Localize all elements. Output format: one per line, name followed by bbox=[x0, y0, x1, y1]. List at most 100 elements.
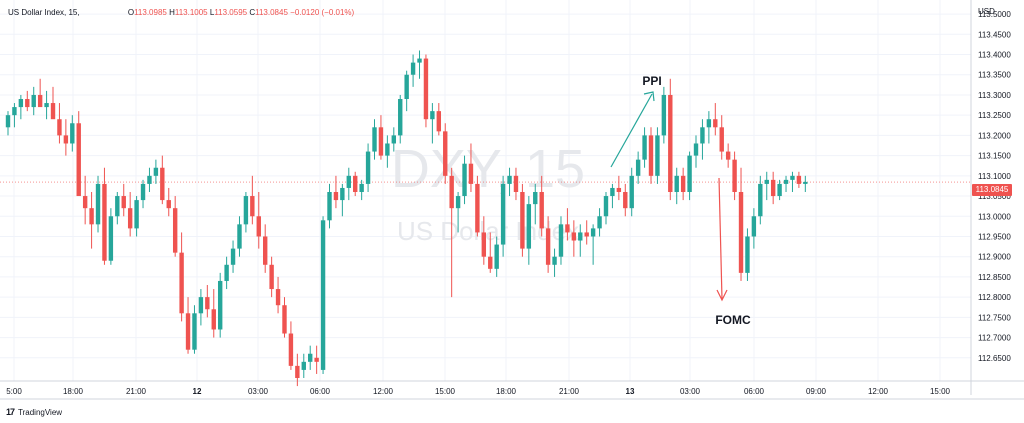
candle-body bbox=[211, 309, 216, 330]
price-axis-label: 112.7000 bbox=[978, 334, 1011, 343]
candle-body bbox=[121, 196, 126, 209]
candle-body bbox=[314, 357, 319, 362]
time-axis-label: 06:00 bbox=[744, 387, 765, 396]
candle-body bbox=[192, 313, 197, 350]
candle-body bbox=[217, 280, 223, 330]
time-axis-label: 03:00 bbox=[248, 387, 269, 396]
price-axis-label: 113.3500 bbox=[978, 71, 1011, 80]
candle-body bbox=[263, 236, 268, 265]
candle-body bbox=[764, 179, 769, 184]
time-axis-label: 21:00 bbox=[126, 387, 147, 396]
candle-body bbox=[603, 196, 609, 217]
price-axis-label: 113.0000 bbox=[978, 212, 1011, 221]
candle-body bbox=[44, 103, 49, 108]
candle-body bbox=[462, 163, 467, 197]
candle-body bbox=[713, 119, 718, 128]
candle-body bbox=[500, 183, 506, 245]
time-axis-label: 21:00 bbox=[559, 387, 580, 396]
brand-name: TradingView bbox=[18, 407, 63, 417]
candle-body bbox=[391, 135, 396, 144]
candle-body bbox=[558, 224, 564, 257]
candle-body bbox=[70, 123, 75, 144]
time-axis-label: 12:00 bbox=[868, 387, 889, 396]
time-axis-label: 12 bbox=[193, 387, 202, 396]
price-axis-label: 112.8000 bbox=[978, 293, 1011, 302]
time-axis-label: 18:00 bbox=[63, 387, 84, 396]
candle-body bbox=[237, 224, 242, 249]
price-axis-label: 112.6500 bbox=[978, 354, 1011, 363]
candle-body bbox=[584, 232, 589, 237]
candle-body bbox=[230, 248, 236, 265]
candle-body bbox=[89, 208, 94, 225]
candle-body bbox=[327, 192, 332, 221]
candle-body bbox=[758, 183, 763, 217]
candle-body bbox=[443, 131, 448, 176]
candle-body bbox=[655, 135, 660, 176]
tradingview-logo-icon: 17 bbox=[6, 407, 15, 417]
candle-body bbox=[172, 208, 178, 253]
open-value: 113.0985 bbox=[134, 8, 167, 17]
watermark-ticker: DXY, 15 bbox=[391, 139, 585, 199]
ohlc-readout: O113.0985 H113.1005 L113.0595 C113.0845 … bbox=[127, 8, 355, 17]
candle-body bbox=[693, 143, 699, 156]
close-value: 113.0845 bbox=[255, 8, 288, 17]
candle-body bbox=[796, 175, 802, 184]
candle-body bbox=[410, 62, 416, 75]
candle-body bbox=[687, 155, 692, 192]
candle-body bbox=[552, 256, 557, 265]
candle-body bbox=[12, 107, 17, 116]
candle-body bbox=[648, 135, 654, 176]
candle-body bbox=[372, 127, 377, 152]
fomc-annotation: FOMC bbox=[715, 313, 751, 327]
candle-body bbox=[365, 151, 371, 184]
candle-body bbox=[37, 94, 43, 108]
candle-body bbox=[160, 167, 165, 201]
candle-body bbox=[108, 216, 114, 261]
candle-body bbox=[308, 353, 313, 362]
candle-body bbox=[288, 333, 294, 366]
candle-body bbox=[526, 204, 532, 249]
candle-body bbox=[803, 181, 808, 184]
candle-body bbox=[50, 103, 56, 120]
price-axis-label: 112.9500 bbox=[978, 232, 1011, 241]
candle-body bbox=[719, 127, 724, 152]
candle-body bbox=[423, 58, 429, 120]
chart-legend: US Dollar Index, 15, O113.0985 H113.1005… bbox=[8, 8, 354, 17]
candle-body bbox=[706, 119, 712, 128]
candle-body bbox=[76, 123, 81, 197]
candle-body bbox=[578, 232, 583, 241]
low-value: 113.0595 bbox=[214, 8, 248, 17]
candle-body bbox=[533, 192, 538, 205]
candle-body bbox=[661, 94, 667, 136]
time-axis-label: 15:00 bbox=[435, 387, 456, 396]
candle-body bbox=[738, 192, 744, 273]
candle-body bbox=[385, 143, 390, 156]
price-axis-label: 113.5000 bbox=[978, 10, 1011, 19]
ppi-arrow-icon bbox=[610, 93, 653, 168]
candle-body bbox=[455, 196, 461, 209]
candle-body bbox=[468, 163, 474, 184]
candle-body bbox=[295, 365, 300, 378]
ppi-arrowhead-icon bbox=[643, 91, 655, 102]
candle-body bbox=[269, 264, 274, 290]
candle-body bbox=[565, 224, 570, 233]
tradingview-brand[interactable]: 17 TradingView bbox=[6, 407, 62, 417]
candle-body bbox=[571, 232, 577, 241]
candle-body bbox=[783, 179, 789, 184]
symbol-title: US Dollar Index, 15, bbox=[8, 8, 80, 17]
price-axis-label: 113.4000 bbox=[978, 51, 1011, 60]
currency-label: USD bbox=[978, 7, 995, 16]
candle-body bbox=[359, 183, 364, 192]
change-value: −0.0120 (−0.01%) bbox=[290, 8, 355, 17]
candle-body bbox=[185, 313, 191, 350]
candle-body bbox=[635, 159, 641, 176]
candle-body bbox=[82, 196, 88, 209]
fomc-arrowhead-icon bbox=[716, 289, 728, 302]
candle-body bbox=[668, 94, 673, 192]
candle-body bbox=[436, 111, 442, 132]
candle-body bbox=[340, 187, 345, 201]
candle-body bbox=[115, 196, 120, 217]
candle-body bbox=[301, 361, 306, 370]
time-axis-label: 09:00 bbox=[806, 387, 827, 396]
